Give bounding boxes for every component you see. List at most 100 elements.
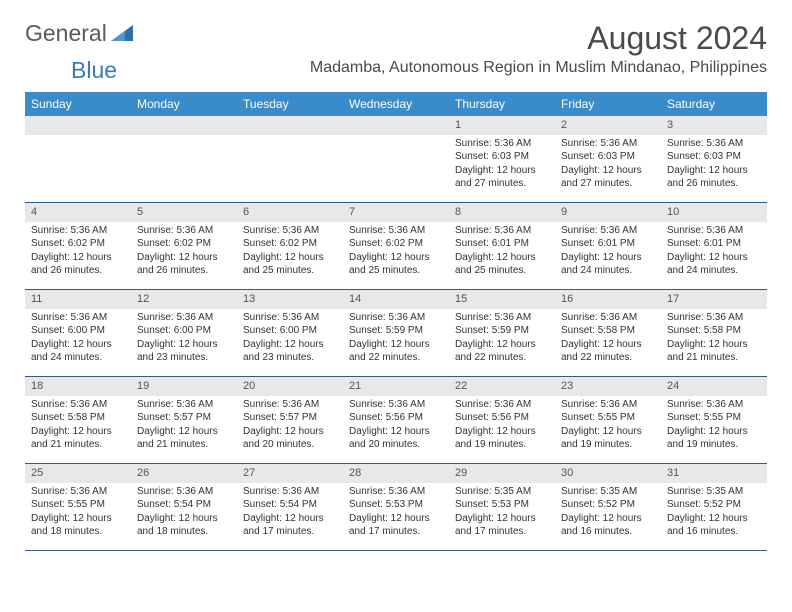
day-number: 18 <box>25 377 131 396</box>
day-cell: 26Sunrise: 5:36 AMSunset: 5:54 PMDayligh… <box>131 464 237 550</box>
day-number: 9 <box>555 203 661 222</box>
day-details: Sunrise: 5:36 AMSunset: 5:56 PMDaylight:… <box>343 396 449 456</box>
sunrise-line: Sunrise: 5:36 AM <box>561 398 655 412</box>
day-details: Sunrise: 5:36 AMSunset: 6:01 PMDaylight:… <box>449 222 555 282</box>
brand-logo: General <box>25 20 133 47</box>
day-number: 8 <box>449 203 555 222</box>
day-cell: 24Sunrise: 5:36 AMSunset: 5:55 PMDayligh… <box>661 377 767 463</box>
sunset-line: Sunset: 5:52 PM <box>667 498 761 512</box>
day-cell: 14Sunrise: 5:36 AMSunset: 5:59 PMDayligh… <box>343 290 449 376</box>
daylight-line: Daylight: 12 hours and 17 minutes. <box>455 512 549 539</box>
daylight-line: Daylight: 12 hours and 19 minutes. <box>455 425 549 452</box>
day-number: 16 <box>555 290 661 309</box>
daylight-line: Daylight: 12 hours and 22 minutes. <box>349 338 443 365</box>
day-details: Sunrise: 5:35 AMSunset: 5:52 PMDaylight:… <box>661 483 767 543</box>
day-cell: 23Sunrise: 5:36 AMSunset: 5:55 PMDayligh… <box>555 377 661 463</box>
day-cell: 17Sunrise: 5:36 AMSunset: 5:58 PMDayligh… <box>661 290 767 376</box>
sunset-line: Sunset: 5:55 PM <box>561 411 655 425</box>
sunrise-line: Sunrise: 5:36 AM <box>667 224 761 238</box>
day-cell: 3Sunrise: 5:36 AMSunset: 6:03 PMDaylight… <box>661 116 767 202</box>
sunset-line: Sunset: 6:02 PM <box>243 237 337 251</box>
day-cell: 22Sunrise: 5:36 AMSunset: 5:56 PMDayligh… <box>449 377 555 463</box>
day-details: Sunrise: 5:36 AMSunset: 5:54 PMDaylight:… <box>237 483 343 543</box>
day-number: 23 <box>555 377 661 396</box>
day-number <box>237 116 343 135</box>
brand-logo-line2: Blue <box>25 57 767 84</box>
weekday-header-cell: Monday <box>131 92 237 116</box>
sunset-line: Sunset: 6:00 PM <box>243 324 337 338</box>
sunrise-line: Sunrise: 5:36 AM <box>31 224 125 238</box>
day-details: Sunrise: 5:36 AMSunset: 5:59 PMDaylight:… <box>449 309 555 369</box>
day-number: 27 <box>237 464 343 483</box>
day-number: 1 <box>449 116 555 135</box>
day-cell: 12Sunrise: 5:36 AMSunset: 6:00 PMDayligh… <box>131 290 237 376</box>
weeks-container: 1Sunrise: 5:36 AMSunset: 6:03 PMDaylight… <box>25 116 767 551</box>
sunrise-line: Sunrise: 5:36 AM <box>243 485 337 499</box>
weekday-header-cell: Friday <box>555 92 661 116</box>
day-cell: 10Sunrise: 5:36 AMSunset: 6:01 PMDayligh… <box>661 203 767 289</box>
day-details: Sunrise: 5:36 AMSunset: 5:59 PMDaylight:… <box>343 309 449 369</box>
sunset-line: Sunset: 6:02 PM <box>31 237 125 251</box>
day-cell: 27Sunrise: 5:36 AMSunset: 5:54 PMDayligh… <box>237 464 343 550</box>
weekday-header-cell: Tuesday <box>237 92 343 116</box>
day-details: Sunrise: 5:36 AMSunset: 6:01 PMDaylight:… <box>661 222 767 282</box>
calendar-page: General August 2024 Madamba, Autonomous … <box>0 0 792 561</box>
day-number: 26 <box>131 464 237 483</box>
daylight-line: Daylight: 12 hours and 24 minutes. <box>667 251 761 278</box>
sunset-line: Sunset: 5:59 PM <box>455 324 549 338</box>
empty-day-cell <box>343 116 449 202</box>
day-number: 14 <box>343 290 449 309</box>
sunrise-line: Sunrise: 5:36 AM <box>349 485 443 499</box>
daylight-line: Daylight: 12 hours and 21 minutes. <box>137 425 231 452</box>
week-row: 1Sunrise: 5:36 AMSunset: 6:03 PMDaylight… <box>25 116 767 203</box>
day-cell: 20Sunrise: 5:36 AMSunset: 5:57 PMDayligh… <box>237 377 343 463</box>
sunset-line: Sunset: 6:01 PM <box>667 237 761 251</box>
weekday-header-row: SundayMondayTuesdayWednesdayThursdayFrid… <box>25 92 767 116</box>
calendar-grid: SundayMondayTuesdayWednesdayThursdayFrid… <box>25 92 767 551</box>
day-cell: 2Sunrise: 5:36 AMSunset: 6:03 PMDaylight… <box>555 116 661 202</box>
daylight-line: Daylight: 12 hours and 26 minutes. <box>667 164 761 191</box>
daylight-line: Daylight: 12 hours and 20 minutes. <box>243 425 337 452</box>
day-details: Sunrise: 5:36 AMSunset: 5:58 PMDaylight:… <box>555 309 661 369</box>
day-cell: 11Sunrise: 5:36 AMSunset: 6:00 PMDayligh… <box>25 290 131 376</box>
weekday-header-cell: Wednesday <box>343 92 449 116</box>
brand-part1: General <box>25 20 107 47</box>
day-details: Sunrise: 5:36 AMSunset: 6:03 PMDaylight:… <box>555 135 661 195</box>
day-number: 4 <box>25 203 131 222</box>
day-number <box>131 116 237 135</box>
sunrise-line: Sunrise: 5:36 AM <box>349 311 443 325</box>
day-number: 17 <box>661 290 767 309</box>
daylight-line: Daylight: 12 hours and 27 minutes. <box>561 164 655 191</box>
day-number: 28 <box>343 464 449 483</box>
sunrise-line: Sunrise: 5:36 AM <box>455 137 549 151</box>
sunset-line: Sunset: 6:00 PM <box>31 324 125 338</box>
daylight-line: Daylight: 12 hours and 16 minutes. <box>667 512 761 539</box>
sunrise-line: Sunrise: 5:36 AM <box>137 311 231 325</box>
sunset-line: Sunset: 5:54 PM <box>243 498 337 512</box>
day-cell: 18Sunrise: 5:36 AMSunset: 5:58 PMDayligh… <box>25 377 131 463</box>
sunset-line: Sunset: 5:59 PM <box>349 324 443 338</box>
day-number: 31 <box>661 464 767 483</box>
day-details: Sunrise: 5:36 AMSunset: 6:00 PMDaylight:… <box>237 309 343 369</box>
sunset-line: Sunset: 6:01 PM <box>455 237 549 251</box>
day-number: 11 <box>25 290 131 309</box>
empty-day-cell <box>25 116 131 202</box>
daylight-line: Daylight: 12 hours and 19 minutes. <box>561 425 655 452</box>
day-details: Sunrise: 5:36 AMSunset: 6:02 PMDaylight:… <box>343 222 449 282</box>
daylight-line: Daylight: 12 hours and 19 minutes. <box>667 425 761 452</box>
daylight-line: Daylight: 12 hours and 21 minutes. <box>667 338 761 365</box>
day-details: Sunrise: 5:35 AMSunset: 5:52 PMDaylight:… <box>555 483 661 543</box>
sunrise-line: Sunrise: 5:36 AM <box>31 311 125 325</box>
day-details: Sunrise: 5:36 AMSunset: 5:55 PMDaylight:… <box>555 396 661 456</box>
day-details: Sunrise: 5:36 AMSunset: 6:01 PMDaylight:… <box>555 222 661 282</box>
sunrise-line: Sunrise: 5:36 AM <box>561 311 655 325</box>
day-number: 3 <box>661 116 767 135</box>
daylight-line: Daylight: 12 hours and 23 minutes. <box>243 338 337 365</box>
sunset-line: Sunset: 6:02 PM <box>137 237 231 251</box>
day-details: Sunrise: 5:36 AMSunset: 6:03 PMDaylight:… <box>661 135 767 195</box>
brand-part2: Blue <box>71 57 117 84</box>
day-details: Sunrise: 5:36 AMSunset: 5:53 PMDaylight:… <box>343 483 449 543</box>
day-number: 2 <box>555 116 661 135</box>
daylight-line: Daylight: 12 hours and 17 minutes. <box>349 512 443 539</box>
daylight-line: Daylight: 12 hours and 25 minutes. <box>455 251 549 278</box>
